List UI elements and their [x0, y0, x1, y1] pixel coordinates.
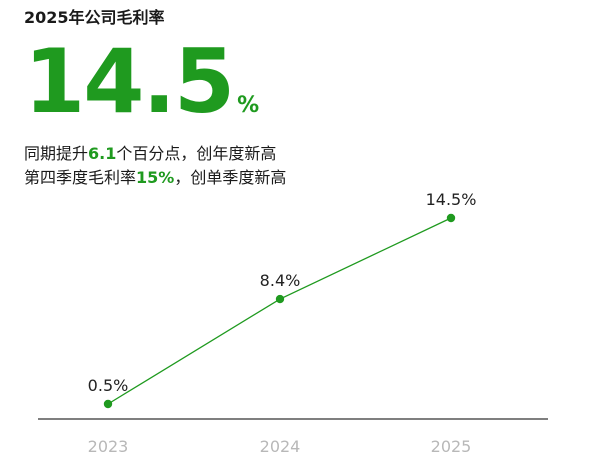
page-title: 2025年公司毛利率 — [24, 8, 165, 27]
x-tick-2025: 2025 — [431, 437, 472, 456]
data-point-2024 — [275, 294, 285, 304]
highlight-1-value: 6.1 — [88, 144, 117, 163]
data-label-2025: 14.5% — [426, 190, 477, 209]
highlight-line-1: 同期提升6.1个百分点，创年度新高 — [24, 140, 276, 164]
data-point-2025 — [446, 213, 456, 223]
series-line — [107, 217, 452, 405]
highlight-2-prefix: 第四季度毛利率 — [24, 168, 137, 187]
highlight-2-value: 15% — [136, 168, 175, 187]
highlight-2-suffix: ，创单季度新高 — [174, 168, 287, 187]
data-label-2023: 0.5% — [88, 376, 129, 395]
x-tick-2023: 2023 — [88, 437, 129, 456]
data-point-2023 — [103, 399, 113, 409]
data-label-2024: 8.4% — [260, 271, 301, 290]
headline-unit: % — [237, 93, 260, 118]
headline-value: 14.5% — [24, 38, 259, 126]
x-tick-2024: 2024 — [260, 437, 301, 456]
headline-number: 14.5 — [24, 30, 235, 133]
highlight-line-2: 第四季度毛利率15%，创单季度新高 — [24, 164, 286, 188]
highlight-1-prefix: 同期提升 — [24, 144, 89, 163]
highlight-1-suffix: 个百分点，创年度新高 — [116, 144, 277, 163]
